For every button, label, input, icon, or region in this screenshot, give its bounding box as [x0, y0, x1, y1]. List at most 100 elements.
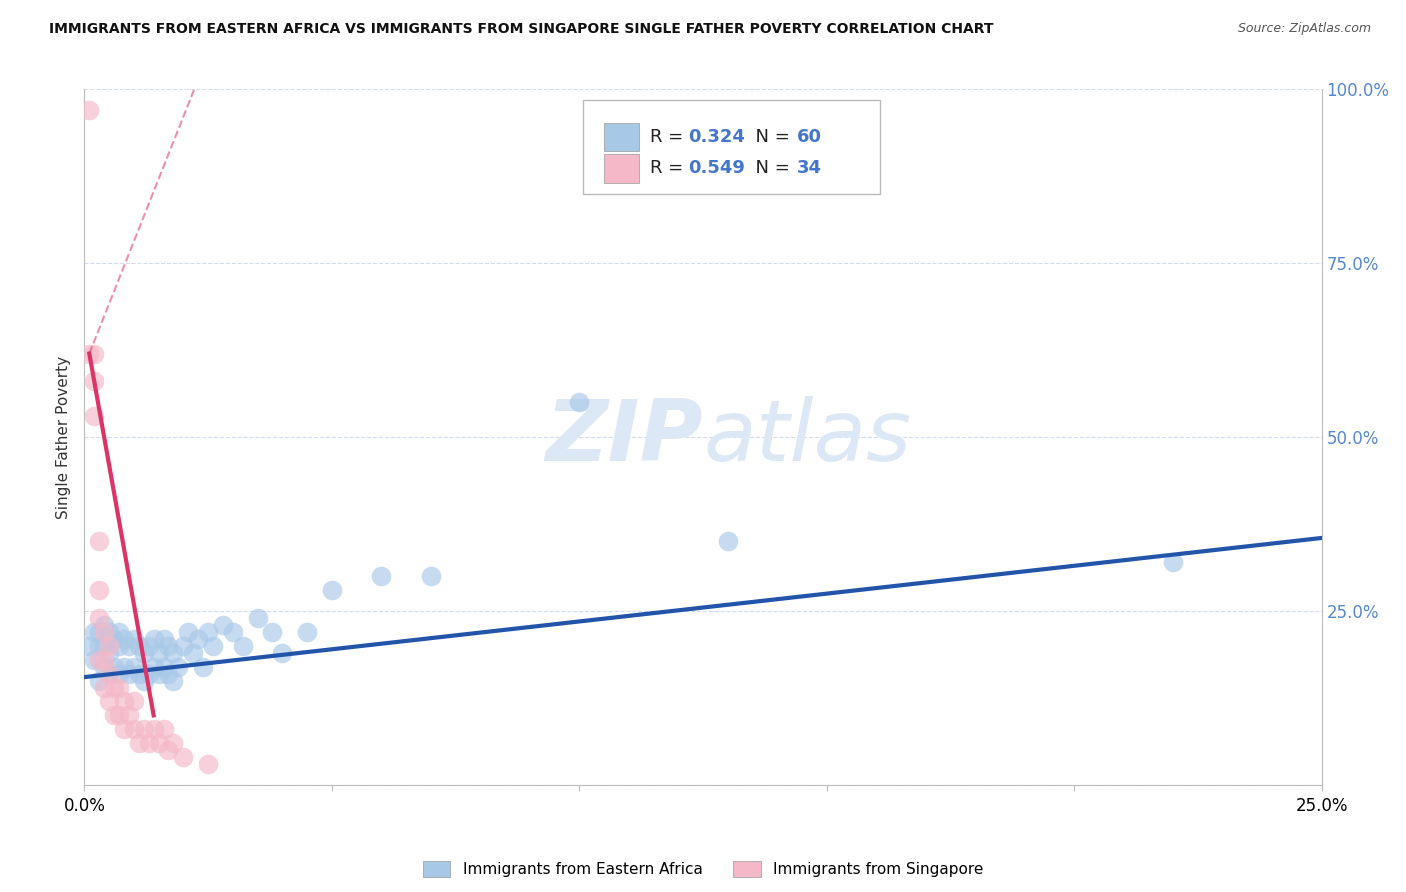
Point — [103, 681, 125, 695]
Point — [118, 708, 141, 723]
Point — [142, 723, 165, 737]
Point — [162, 646, 184, 660]
Point — [152, 723, 174, 737]
Text: N =: N = — [745, 128, 796, 146]
Point — [83, 375, 105, 389]
Point — [419, 569, 441, 583]
Point — [177, 624, 200, 639]
Text: 60: 60 — [797, 128, 821, 146]
Point — [128, 639, 150, 653]
Point — [112, 659, 135, 673]
Point — [112, 632, 135, 646]
Point — [93, 659, 115, 673]
Point — [138, 666, 160, 681]
Point — [103, 708, 125, 723]
Legend: Immigrants from Eastern Africa, Immigrants from Singapore: Immigrants from Eastern Africa, Immigran… — [416, 855, 990, 883]
Text: R =: R = — [651, 160, 689, 178]
Point — [202, 639, 225, 653]
Text: N =: N = — [745, 160, 796, 178]
Point — [103, 632, 125, 646]
Point — [212, 618, 235, 632]
Text: atlas: atlas — [703, 395, 911, 479]
Point — [128, 666, 150, 681]
Text: Source: ZipAtlas.com: Source: ZipAtlas.com — [1237, 22, 1371, 36]
Point — [321, 583, 343, 598]
Text: 0.324: 0.324 — [689, 128, 745, 146]
Point — [142, 659, 165, 673]
Point — [128, 736, 150, 750]
Point — [122, 659, 145, 673]
Point — [89, 583, 111, 598]
Point — [167, 659, 190, 673]
Point — [122, 723, 145, 737]
Point — [172, 750, 194, 764]
Point — [89, 673, 111, 688]
Point — [197, 757, 219, 772]
Point — [93, 624, 115, 639]
Point — [271, 646, 294, 660]
Point — [152, 659, 174, 673]
Point — [112, 694, 135, 708]
Point — [148, 666, 170, 681]
Point — [89, 534, 111, 549]
Point — [187, 632, 209, 646]
Point — [98, 646, 121, 660]
Point — [568, 395, 591, 409]
Point — [295, 624, 318, 639]
Point — [89, 639, 111, 653]
Text: ZIP: ZIP — [546, 395, 703, 479]
Point — [222, 624, 245, 639]
Point — [232, 639, 254, 653]
Point — [98, 666, 121, 681]
Point — [122, 694, 145, 708]
Y-axis label: Single Father Poverty: Single Father Poverty — [56, 356, 72, 518]
Point — [132, 673, 155, 688]
Point — [83, 653, 105, 667]
Point — [93, 681, 115, 695]
Point — [157, 639, 180, 653]
Point — [157, 743, 180, 757]
Point — [152, 632, 174, 646]
Text: 0.549: 0.549 — [689, 160, 745, 178]
Point — [83, 624, 105, 639]
Point — [370, 569, 392, 583]
Point — [148, 646, 170, 660]
Point — [197, 624, 219, 639]
Point — [108, 681, 131, 695]
Point — [112, 723, 135, 737]
Point — [89, 653, 111, 667]
Point — [138, 639, 160, 653]
Point — [93, 653, 115, 667]
Point — [98, 639, 121, 653]
Point — [89, 611, 111, 625]
Point — [181, 646, 204, 660]
Point — [98, 694, 121, 708]
Point — [132, 723, 155, 737]
Point — [98, 624, 121, 639]
Point — [79, 639, 101, 653]
Text: IMMIGRANTS FROM EASTERN AFRICA VS IMMIGRANTS FROM SINGAPORE SINGLE FATHER POVERT: IMMIGRANTS FROM EASTERN AFRICA VS IMMIGR… — [49, 22, 994, 37]
Point — [79, 103, 101, 117]
Text: R =: R = — [651, 128, 689, 146]
Point — [162, 736, 184, 750]
Point — [162, 673, 184, 688]
Point — [172, 639, 194, 653]
Point — [717, 534, 740, 549]
Point — [108, 666, 131, 681]
Point — [148, 736, 170, 750]
Point — [83, 346, 105, 360]
Point — [138, 736, 160, 750]
Point — [83, 409, 105, 424]
Point — [142, 632, 165, 646]
Point — [79, 346, 101, 360]
Point — [157, 666, 180, 681]
Point — [108, 624, 131, 639]
Point — [108, 639, 131, 653]
Point — [108, 708, 131, 723]
Point — [246, 611, 269, 625]
Point — [191, 659, 214, 673]
Point — [132, 646, 155, 660]
Point — [1161, 555, 1184, 569]
Point — [93, 618, 115, 632]
Point — [103, 659, 125, 673]
